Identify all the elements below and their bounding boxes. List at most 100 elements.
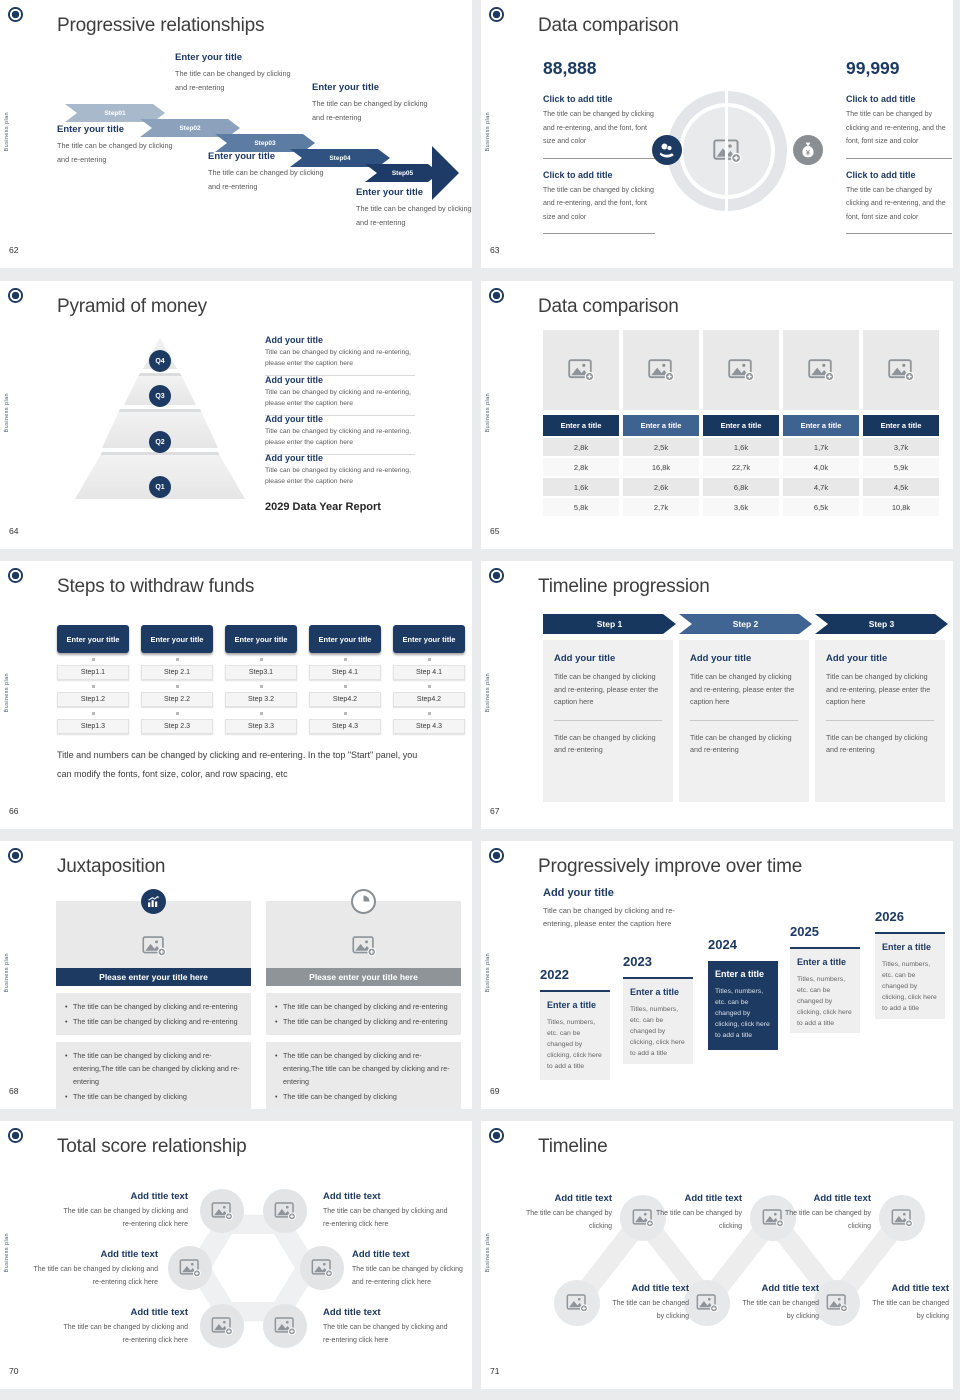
text-block: Enter your title The title can be change… [312,82,436,125]
card-title: Add your title [690,653,752,664]
year-underline [790,947,860,949]
image-placeholder-icon[interactable] [211,1317,233,1335]
bullet-item: The title can be changed by clicking and… [64,1049,243,1088]
card-title: Add your title [826,653,888,664]
image-placeholder-icon[interactable] [311,1259,333,1277]
connector-dot [259,711,263,715]
list-item: Add your title Title can be changed by c… [265,335,415,376]
column-header: Enter a title [543,415,619,436]
brand-logo-icon [489,1128,504,1143]
slide-title: Juxtaposition [57,856,166,877]
image-placeholder-icon[interactable] [888,359,914,381]
text-block: Enter your title The title can be change… [175,52,299,95]
donut-divider [725,91,728,211]
image-placeholder-circle[interactable] [814,1280,860,1326]
coins-badge [652,135,682,165]
image-placeholder-circle[interactable] [263,1189,307,1233]
card-title: Enter a title [882,942,932,952]
steps-column: Enter your title Step 2.1 Step 2.2 Step … [141,625,213,734]
slide-note: Title and numbers can be changed by clic… [57,750,418,779]
brand-logo-icon [8,848,23,863]
table-column: Enter a title 1,7k 4,0k 4,7k 6,5k [783,330,859,516]
image-placeholder-circle[interactable] [200,1189,244,1233]
table-cell: 1,6k [543,478,619,496]
vertical-business-plan-label: Business plan [4,953,10,993]
table-cell: 10,8k [863,498,939,516]
image-placeholder-icon[interactable] [762,1209,784,1227]
slide-71-thumbnail[interactable]: Business plan 71 Timeline Add title text… [481,1121,953,1389]
image-placeholder-icon[interactable] [211,1202,233,1220]
slide-title: Progressively improve over time [538,856,803,877]
brand-logo-icon [489,568,504,583]
vertical-business-plan-label: Business plan [485,953,491,993]
slide-70-thumbnail[interactable]: Business plan 70 Total score relationshi… [0,1121,472,1389]
item-caption: The title can be changed by clicking [612,1300,689,1320]
slide-page-number: 66 [9,806,19,816]
image-placeholder-icon[interactable] [351,936,376,956]
image-placeholder-icon[interactable] [826,1294,848,1312]
brand-logo-icon [8,568,23,583]
image-placeholder-icon[interactable] [179,1259,201,1277]
table-cell: 2,6k [623,478,699,496]
slide-68-thumbnail[interactable]: Business plan 68 Juxtaposition Please en… [0,841,472,1109]
block-title: Click to add title [543,94,613,104]
image-placeholder-icon[interactable] [648,359,674,381]
image-placeholder[interactable] [783,330,859,410]
steps-column: Enter your title Step1.1 Step1.2 Step1.3 [57,625,129,734]
info-block: Click to add title The title can be chan… [543,94,655,159]
table-column: Enter a title 2,5k 16,8k 2,6k 2,7k [623,330,699,516]
image-placeholder[interactable] [703,330,779,410]
right-info-column: Click to add title The title can be chan… [846,94,952,245]
image-placeholder-circle[interactable] [620,1195,666,1241]
table-column: Enter a title 2,8k 2,8k 1,6k 5,8k [543,330,619,516]
image-placeholder[interactable] [543,330,619,410]
slide-page-number: 62 [9,245,19,255]
item-title: Add title text [323,1307,381,1318]
table-cell: 6,5k [783,498,859,516]
bullet-block: The title can be changed by clicking and… [266,993,461,1035]
image-placeholder-icon[interactable] [808,359,834,381]
block-caption: The title can be changed by clicking and… [175,69,291,92]
process-step-arrow: Step05 [365,164,440,182]
image-placeholder-circle[interactable] [200,1304,244,1348]
slide-63-thumbnail[interactable]: Business plan 63 Data comparison 88,888 … [481,0,953,268]
image-placeholder[interactable] [623,330,699,410]
image-placeholder-circle[interactable] [879,1195,925,1241]
item-title: Add title text [352,1249,410,1260]
card-title: Enter a title [797,957,847,967]
text-block: Enter your title The title can be change… [57,124,181,167]
item-caption: The title can be changed by clicking and… [352,1266,463,1286]
slide-65-thumbnail[interactable]: Business plan 65 Data comparison Enter a… [481,281,953,549]
image-placeholder-circle[interactable] [750,1195,796,1241]
slide-64-thumbnail[interactable]: Business plan 64 Pyramid of money Q4 Q3 … [0,281,472,549]
slide-66-thumbnail[interactable]: Business plan 66 Steps to withdraw funds… [0,561,472,829]
image-placeholder-icon[interactable] [566,1294,588,1312]
image-placeholder-icon[interactable] [891,1209,913,1227]
image-placeholder-icon[interactable] [568,359,594,381]
image-placeholder-circle[interactable] [684,1280,730,1326]
table-cell: 1,7k [783,438,859,456]
item-caption: The title can be changed by clicking [784,1210,871,1230]
slide-69-thumbnail[interactable]: Business plan 69 Progressively improve o… [481,841,953,1109]
year-underline [623,977,693,979]
image-placeholder-circle[interactable] [263,1304,307,1348]
process-step-arrow: Step04 [290,149,390,167]
image-placeholder-icon[interactable] [632,1209,654,1227]
slide-62-thumbnail[interactable]: Business plan 62 Progressive relationshi… [0,0,472,268]
item-caption: The title can be changed by clicking [525,1210,612,1230]
slide-67-thumbnail[interactable]: Business plan 67 Timeline progression St… [481,561,953,829]
image-placeholder-circle[interactable] [168,1246,212,1290]
image-placeholder-icon[interactable] [696,1294,718,1312]
image-placeholder-icon[interactable] [728,359,754,381]
image-placeholder-icon[interactable] [274,1202,296,1220]
card-title: Enter a title [630,987,680,997]
coins-icon [657,140,677,160]
item-caption: The title can be changed by clicking and… [63,1208,188,1228]
image-placeholder-icon[interactable] [274,1317,296,1335]
connector-dot [343,684,347,688]
image-placeholder-circle[interactable] [300,1246,344,1290]
image-placeholder-icon[interactable] [141,936,166,956]
image-placeholder[interactable] [863,330,939,410]
divider [826,719,934,721]
image-placeholder-circle[interactable] [554,1280,600,1326]
